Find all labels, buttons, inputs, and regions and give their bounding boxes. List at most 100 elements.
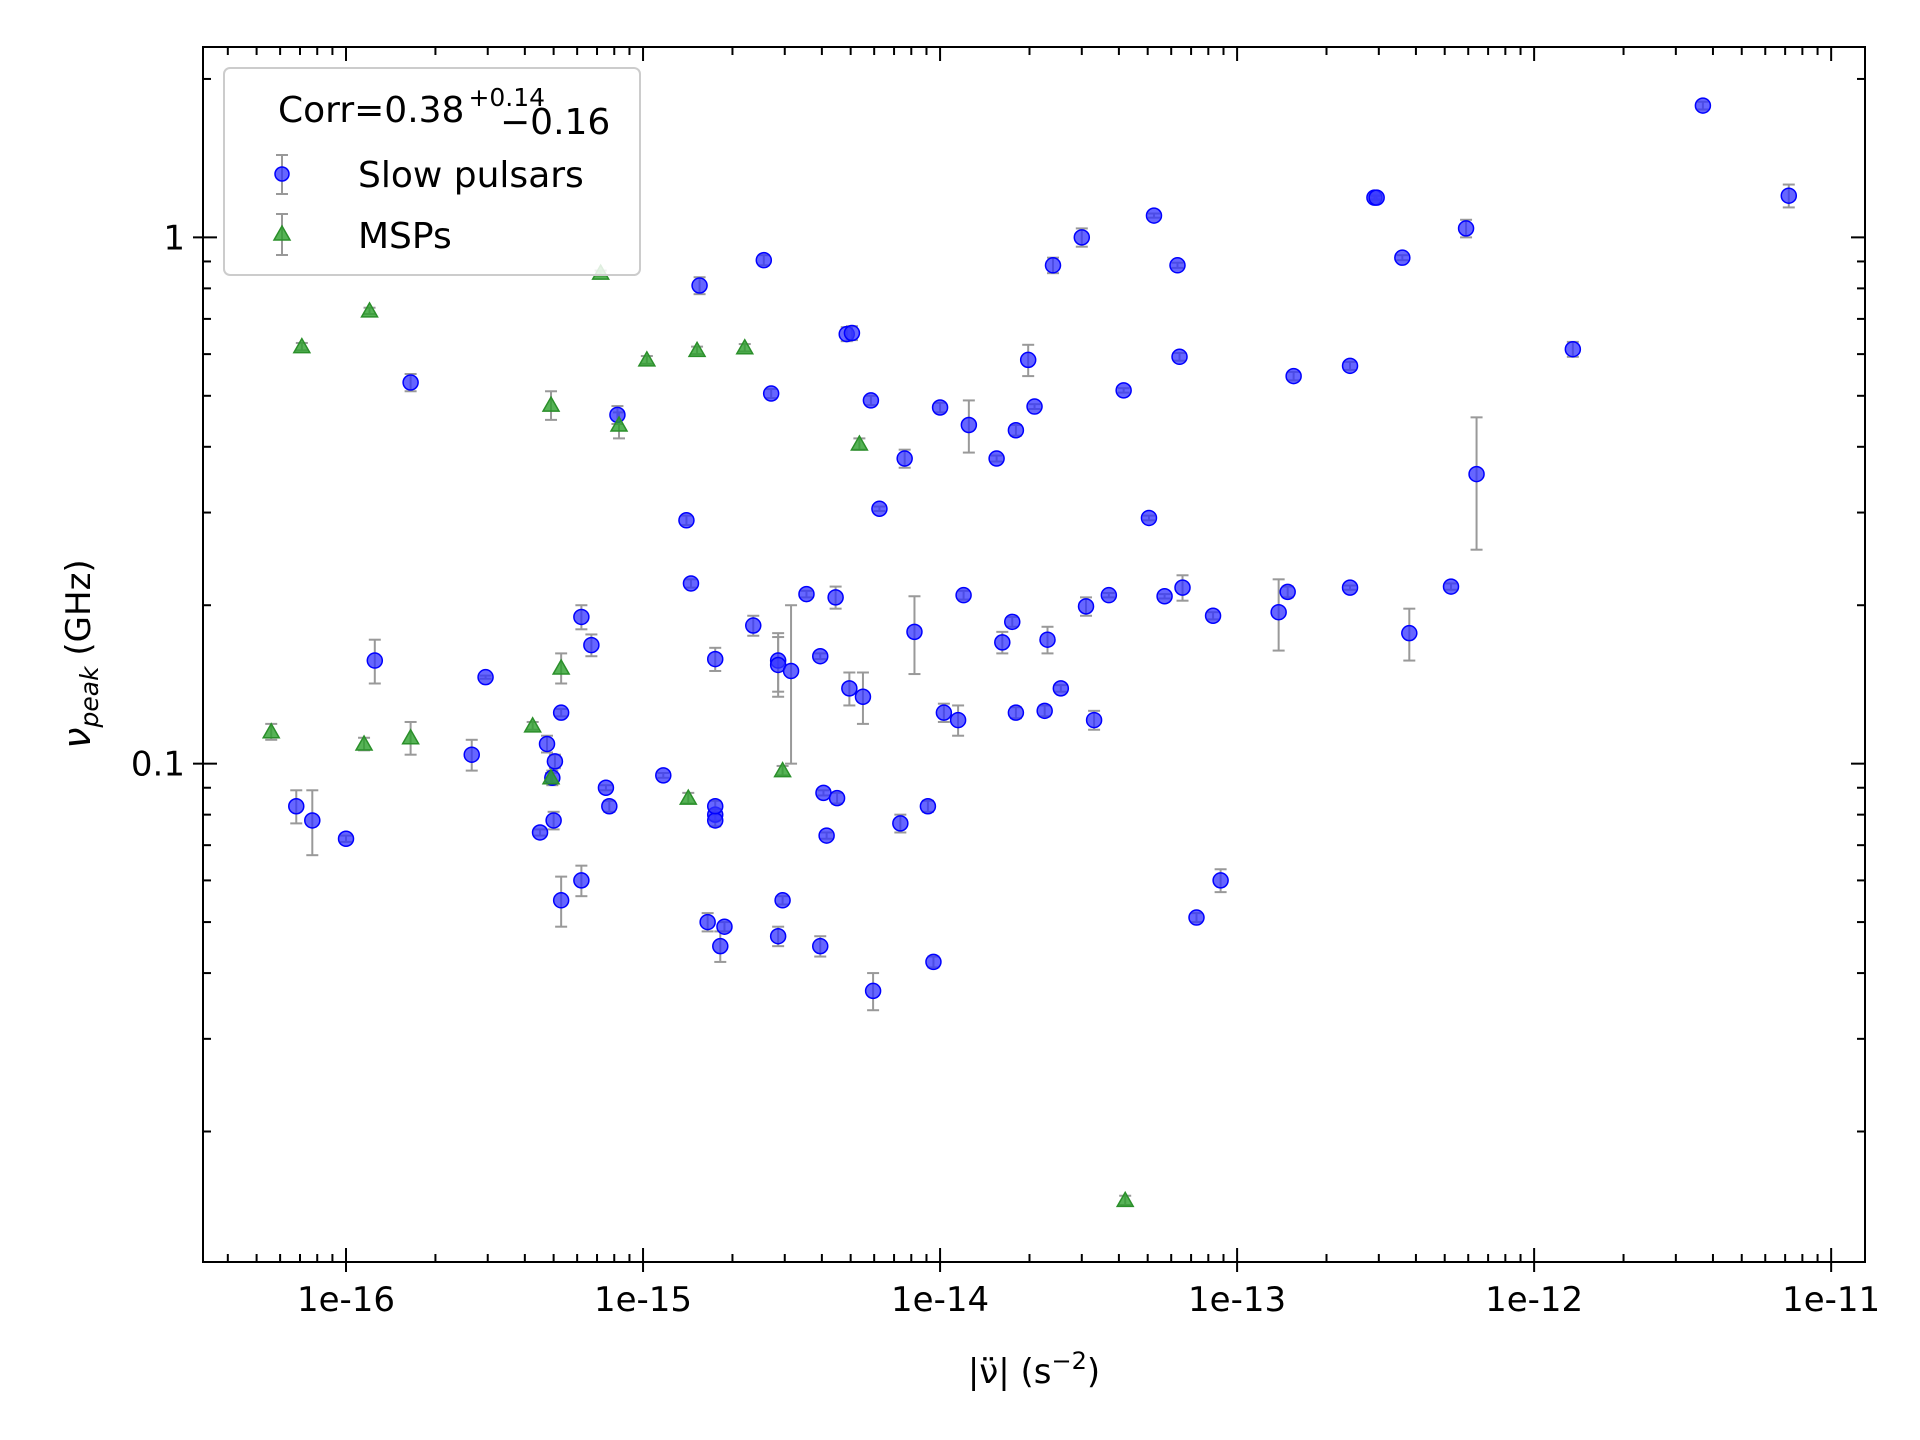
slow-pulsar-point bbox=[716, 918, 733, 935]
legend-entry-slow-pulsars: Slow pulsars bbox=[274, 154, 584, 196]
y-tick-label: 1 bbox=[163, 218, 185, 258]
slow-pulsar-point bbox=[601, 797, 618, 815]
slow-pulsar-point bbox=[1140, 509, 1158, 527]
msp-point bbox=[735, 338, 755, 355]
slow-pulsar-point bbox=[597, 779, 615, 796]
slow-pulsar-point bbox=[678, 512, 695, 529]
slow-pulsar-point bbox=[1036, 702, 1053, 720]
slow-pulsar-point bbox=[827, 589, 844, 606]
slow-pulsar-point bbox=[682, 575, 700, 592]
slow-pulsar-point bbox=[712, 937, 729, 955]
msp-point bbox=[360, 301, 379, 318]
slow-pulsar-point bbox=[818, 827, 835, 844]
slow-pulsar-point bbox=[782, 662, 800, 680]
slow-pulsar-point bbox=[1401, 624, 1418, 642]
slow-pulsar-point bbox=[769, 927, 787, 945]
slow-pulsar-point bbox=[538, 735, 556, 753]
slow-pulsar-point bbox=[402, 374, 419, 391]
plot-frame bbox=[202, 46, 1866, 1263]
slow-pulsar-point bbox=[925, 953, 942, 971]
slow-pulsar-point bbox=[699, 913, 716, 931]
legend-entry-msps: MSPs bbox=[272, 213, 452, 257]
slow-pulsar-point bbox=[573, 608, 590, 626]
msp-point bbox=[551, 658, 571, 675]
x-tick-label: 1e-13 bbox=[1188, 1280, 1286, 1320]
slow-pulsar-point bbox=[655, 767, 672, 784]
slow-pulsar-point bbox=[552, 704, 570, 721]
slow-pulsar-point bbox=[366, 652, 384, 669]
slow-pulsar-point bbox=[1052, 680, 1070, 697]
slow-pulsar-point bbox=[841, 680, 858, 697]
legend-box bbox=[223, 67, 641, 276]
slow-pulsar-point bbox=[545, 812, 562, 829]
slow-pulsar-point bbox=[906, 623, 923, 641]
msp-point bbox=[850, 434, 869, 451]
legend-slow-marker bbox=[274, 166, 290, 182]
slow-pulsar-point bbox=[994, 634, 1011, 651]
msp-point bbox=[637, 350, 657, 367]
msp-point bbox=[541, 768, 561, 785]
slow-pulsar-point bbox=[1171, 348, 1188, 366]
slow-pulsar-point bbox=[1044, 257, 1062, 274]
slow-pulsar-point bbox=[1007, 704, 1025, 721]
slow-pulsar-point bbox=[1564, 340, 1582, 358]
msp-point bbox=[261, 722, 281, 739]
slow-pulsar-point bbox=[1026, 398, 1043, 415]
slow-pulsar-point bbox=[1174, 579, 1191, 596]
slow-pulsar-point bbox=[828, 789, 846, 807]
slow-pulsar-point bbox=[1457, 220, 1475, 237]
axis-ticks: 1e-16 1e-15 1e-14 1e-13 1e-12 1e-11 0.1 1 bbox=[131, 47, 1880, 1320]
x-tick-label: 1e-16 bbox=[297, 1280, 395, 1320]
slow-pulsar-point bbox=[935, 704, 953, 721]
msp-point bbox=[523, 716, 542, 733]
data-points bbox=[261, 97, 1798, 1208]
slow-pulsar-point bbox=[815, 784, 832, 802]
slow-pulsar-point bbox=[1341, 357, 1359, 375]
msp-point bbox=[1115, 1190, 1135, 1208]
slow-pulsar-point bbox=[811, 647, 829, 665]
slow-pulsar-point bbox=[1085, 711, 1103, 729]
x-tick-label: 1e-15 bbox=[594, 1280, 692, 1320]
slow-pulsar-point bbox=[960, 416, 978, 434]
slow-pulsar-point bbox=[1442, 578, 1460, 595]
slow-pulsar-point bbox=[988, 450, 1005, 467]
slow-pulsar-point bbox=[288, 797, 305, 815]
slow-pulsar-point bbox=[531, 824, 549, 841]
msp-point bbox=[773, 761, 792, 778]
legend: Corr=0.38 +0.14 −0.16 Slow pulsars MSPs bbox=[223, 67, 641, 276]
slow-pulsar-point bbox=[871, 500, 888, 518]
slow-pulsar-point bbox=[1212, 872, 1229, 889]
slow-pulsar-point bbox=[864, 982, 882, 1000]
slow-pulsar-point bbox=[706, 650, 724, 668]
slow-pulsar-point bbox=[1188, 909, 1205, 926]
legend-msp-marker bbox=[272, 224, 292, 241]
x-tick-label: 1e-14 bbox=[891, 1280, 989, 1320]
slow-pulsar-point bbox=[463, 746, 480, 763]
slow-pulsar-point bbox=[1780, 187, 1798, 204]
slow-pulsar-point bbox=[1204, 607, 1222, 624]
slow-pulsar-point bbox=[1073, 229, 1091, 246]
msp-point bbox=[541, 395, 561, 412]
x-tick-label: 1e-11 bbox=[1782, 1280, 1880, 1320]
slow-pulsar-point bbox=[862, 392, 880, 409]
legend-title-lower-error: −0.16 bbox=[500, 102, 610, 143]
slow-pulsar-point bbox=[1169, 257, 1186, 274]
slow-pulsar-point bbox=[1368, 189, 1385, 206]
slow-pulsar-point bbox=[798, 585, 815, 603]
msp-point bbox=[354, 734, 374, 751]
slow-pulsar-point bbox=[1100, 586, 1118, 604]
slow-pulsar-point bbox=[774, 892, 791, 909]
slow-pulsar-point bbox=[1007, 422, 1025, 439]
legend-title-upper-error: +0.14 bbox=[468, 83, 545, 112]
legend-label-msps: MSPs bbox=[358, 216, 452, 257]
y-axis-label: νpeak (GHz) bbox=[55, 559, 104, 748]
slow-pulsar-point bbox=[1019, 351, 1037, 369]
slow-pulsar-point bbox=[931, 399, 949, 416]
slow-pulsar-point bbox=[811, 937, 829, 955]
legend-title: Corr=0.38 +0.14 bbox=[278, 83, 545, 131]
slow-pulsar-point bbox=[919, 797, 937, 815]
slow-pulsar-point bbox=[691, 277, 708, 294]
slow-pulsar-point bbox=[745, 617, 762, 634]
msp-point bbox=[687, 340, 707, 358]
